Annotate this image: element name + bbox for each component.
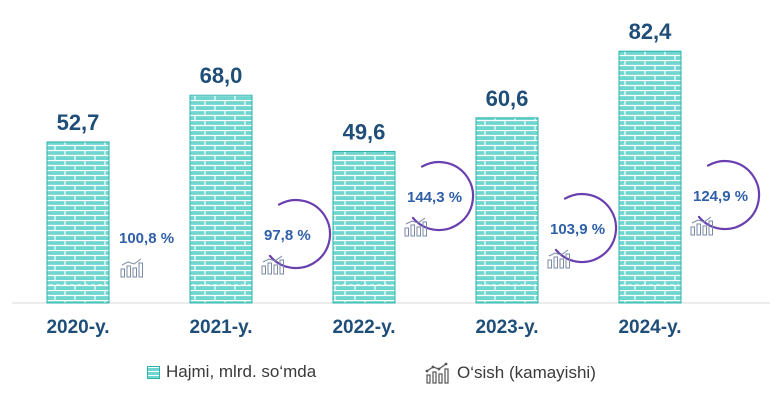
- legend: Hajmi, mlrd. so‘mda O‘sish (kamayishi): [0, 362, 780, 392]
- growth-value-label: 124,9 %: [693, 188, 748, 205]
- growth-arc: [697, 159, 761, 231]
- bar-2020-y.: [46, 141, 110, 304]
- growth-chart-icon: [404, 217, 427, 237]
- bar-2023-y.: [475, 117, 539, 304]
- bar-value-label: 82,4: [629, 19, 673, 44]
- category-label: 2023-y.: [475, 317, 538, 338]
- growth-value-label: 103,9 %: [550, 221, 605, 238]
- growth-value-label: 144,3 %: [407, 189, 462, 206]
- category-label: 2024-y.: [618, 317, 681, 338]
- bar-value-label: 49,6: [343, 119, 386, 144]
- bar-2022-y.: [332, 150, 396, 304]
- growth-chart-icon: [547, 249, 570, 269]
- legend-item-volume: Hajmi, mlrd. so‘mda: [147, 362, 316, 382]
- growth-layer: 100,8 % 97,8 % 144,3 % 103,9 % 124,9 %: [119, 159, 761, 278]
- bar-value-label: 60,6: [486, 86, 529, 111]
- labels-layer: 52,7 2020-y. 68,0 2021-y. 49,6 2022-y. 60,6 202…: [46, 19, 681, 338]
- brick-swatch-icon: [147, 365, 160, 379]
- legend-item-growth: O‘sish (kamayishi): [425, 362, 596, 384]
- category-label: 2021-y.: [189, 317, 252, 338]
- bar-2021-y.: [189, 94, 253, 304]
- legend-label-growth: O‘sish (kamayishi): [457, 363, 596, 382]
- growth-chart-icon: [120, 258, 143, 278]
- growth-arc: [268, 198, 332, 270]
- growth-arc: [411, 160, 475, 232]
- growth-arc: [554, 192, 618, 264]
- legend-label-volume: Hajmi, mlrd. so‘mda: [166, 362, 317, 381]
- bar-growth-icon: [425, 362, 449, 384]
- bar-value-label: 68,0: [200, 63, 243, 88]
- growth-value-label: 97,8 %: [264, 227, 311, 244]
- growth-chart-icon: [261, 255, 284, 275]
- growth-value-label: 100,8 %: [119, 230, 174, 247]
- category-label: 2020-y.: [46, 317, 109, 338]
- bar-2024-y.: [618, 50, 682, 304]
- bar-value-label: 52,7: [57, 110, 100, 135]
- category-label: 2022-y.: [332, 317, 395, 338]
- bars-layer: [12, 50, 770, 304]
- growth-chart-icon: [690, 216, 713, 236]
